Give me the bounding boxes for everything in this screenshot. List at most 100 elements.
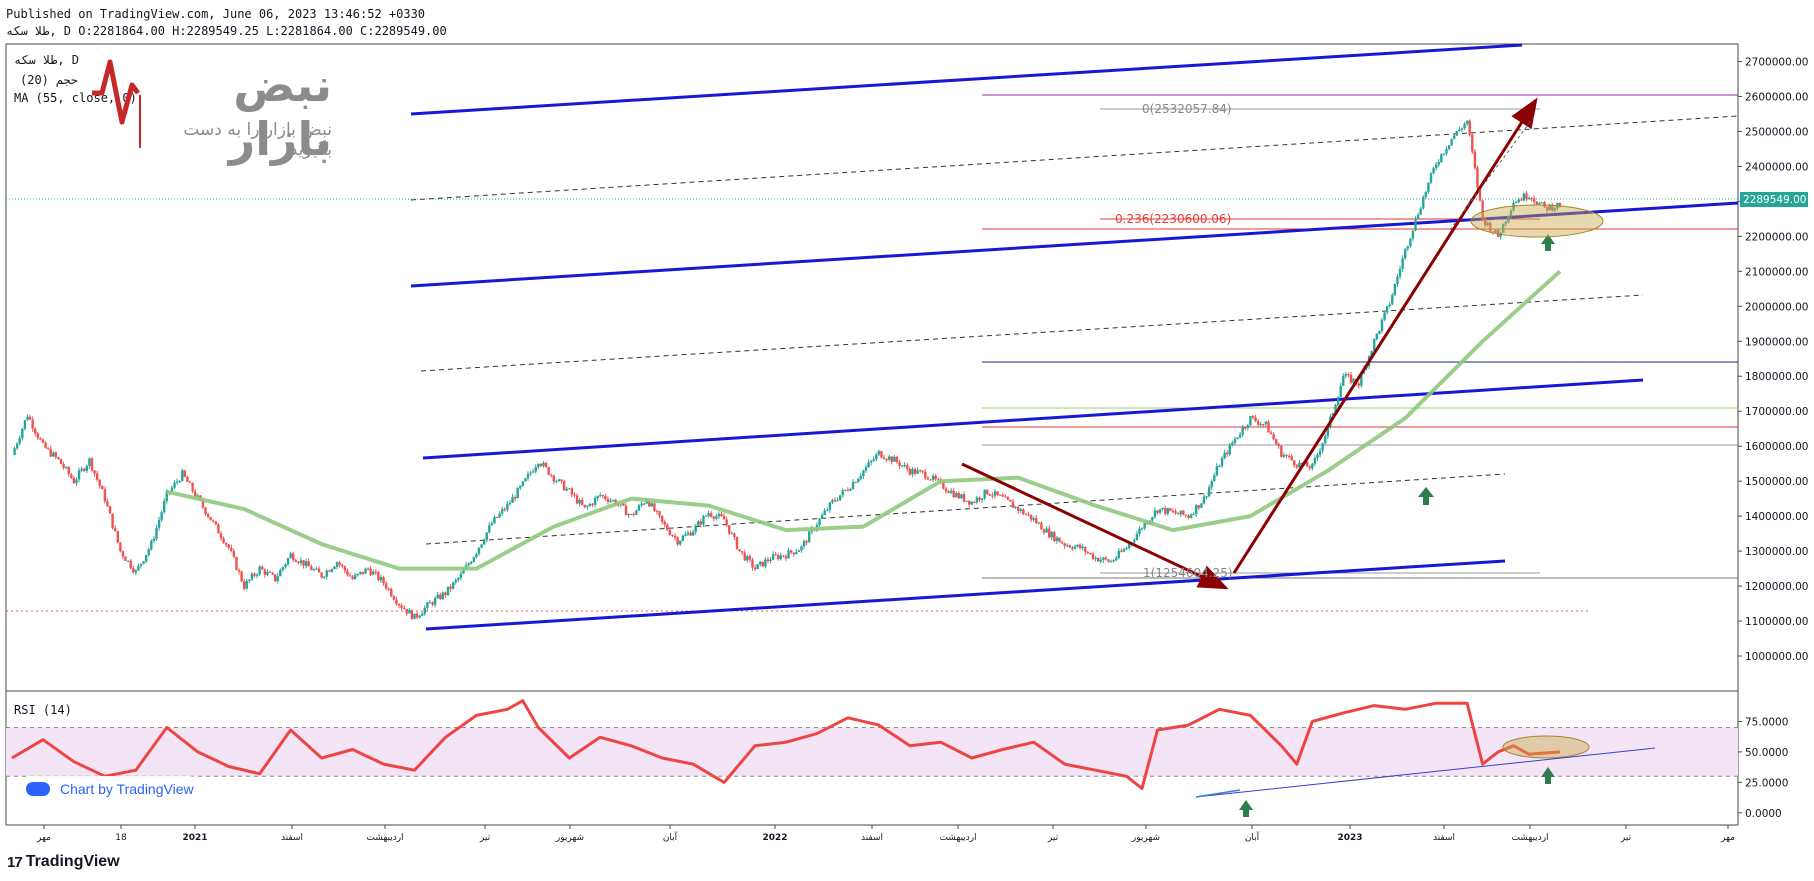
candle-body <box>1205 496 1208 498</box>
candle-body <box>580 500 584 505</box>
time-axis[interactable]: مهر 18 2021 اسفند اردیبهشت تیر شهریور آبان 2022 ا… <box>36 825 1735 843</box>
candle-body <box>823 510 826 515</box>
candle-body <box>637 505 641 511</box>
candle-body <box>330 569 334 572</box>
candle-body <box>802 541 806 547</box>
down-arrow <box>961 462 1229 590</box>
candle-body <box>449 586 452 589</box>
candle-body <box>1102 557 1105 560</box>
candle-body <box>408 610 411 614</box>
candle-body <box>284 564 287 568</box>
candle-body <box>1404 248 1407 259</box>
price-pane[interactable] <box>5 43 1739 692</box>
price-axis[interactable]: 2700000.00 2600000.00 2500000.00 2400000.00… <box>1738 56 1808 663</box>
candle-body <box>906 465 909 470</box>
candle-body <box>1164 507 1167 514</box>
candle-body <box>52 452 55 457</box>
candle-body <box>1225 452 1229 455</box>
candle-body <box>155 527 158 539</box>
price-tick-label: 2400000.00 <box>1745 161 1808 173</box>
candle-body <box>1094 557 1097 560</box>
candle-body <box>400 605 403 608</box>
candle-body <box>124 556 127 561</box>
candle-body <box>1197 505 1200 508</box>
candle-body <box>255 574 259 576</box>
candle-body <box>1548 204 1551 211</box>
candle-body <box>859 475 863 479</box>
time-tick-label: مهر <box>1720 833 1735 843</box>
rsi-tick-label: 50.0000 <box>1745 747 1788 759</box>
candle-body <box>934 475 937 480</box>
candle-body <box>715 516 718 519</box>
candle-body <box>1483 218 1487 226</box>
candle-body <box>1063 543 1066 546</box>
candle-body <box>1445 149 1448 154</box>
candle-body <box>423 607 426 614</box>
candle-body <box>212 520 215 522</box>
candle-body <box>379 577 383 581</box>
candle-body <box>263 569 267 575</box>
candle-body <box>341 564 344 567</box>
candle-body <box>462 570 465 574</box>
price-tick-label: 2100000.00 <box>1745 266 1808 278</box>
candle-body <box>426 602 429 608</box>
candle-body <box>351 576 354 580</box>
candle-body <box>712 516 715 519</box>
candle-body <box>279 570 282 577</box>
candle-body <box>660 515 664 522</box>
candle-body <box>1161 507 1164 510</box>
tradingview-logo[interactable]: 17 TradingView <box>7 853 120 871</box>
candle-body <box>39 438 42 440</box>
candle-body <box>697 521 700 526</box>
time-tick-label: 2022 <box>762 833 787 843</box>
candle-body <box>1192 514 1195 516</box>
candle-body <box>90 458 94 471</box>
candle-body <box>77 470 81 480</box>
candle-body <box>1318 450 1322 455</box>
candle-body <box>970 502 973 505</box>
candle-body <box>578 500 581 504</box>
candle-body <box>64 467 68 469</box>
candle-body <box>658 511 661 516</box>
candle-body <box>774 554 777 556</box>
candle-body <box>1339 385 1342 398</box>
candle-body <box>286 558 290 565</box>
price-tick-label: 1500000.00 <box>1745 476 1808 488</box>
candle-body <box>361 571 365 574</box>
candle-body <box>900 465 904 467</box>
candle-body <box>771 554 775 560</box>
candle-body <box>746 556 749 561</box>
candle-body <box>560 479 563 482</box>
candle-body <box>1522 193 1526 201</box>
channel-line-4 <box>425 559 1506 631</box>
candle-body <box>1478 187 1482 201</box>
candle-body <box>573 494 576 496</box>
candle-body <box>70 474 73 479</box>
candle-body <box>565 488 568 491</box>
time-tick-label: اسفند <box>1433 833 1455 843</box>
candle-body <box>428 602 432 604</box>
candle-body <box>1442 153 1446 155</box>
rsi-axis[interactable]: 75.0000 50.0000 25.0000 0.0000 <box>1738 716 1788 820</box>
candle-body <box>568 488 571 490</box>
candle-body <box>1027 514 1030 516</box>
candle-body <box>495 517 499 519</box>
candle-body <box>570 488 574 495</box>
candle-body <box>885 458 888 460</box>
candle-body <box>467 563 470 566</box>
candle-body <box>1558 202 1562 207</box>
candle-body <box>134 570 138 573</box>
candle-body <box>175 481 179 483</box>
time-tick-label: 18 <box>115 833 127 843</box>
candle-body <box>751 559 754 568</box>
tradingview-credit[interactable]: Chart by TradingView <box>18 776 202 802</box>
candle-body <box>756 564 759 570</box>
candle-body <box>1504 221 1508 224</box>
candle-body <box>1215 466 1219 476</box>
candle-body <box>1174 511 1177 514</box>
candle-body <box>503 509 506 511</box>
candle-body <box>1453 135 1456 139</box>
candle-body <box>800 546 803 551</box>
candle-body <box>15 443 19 449</box>
